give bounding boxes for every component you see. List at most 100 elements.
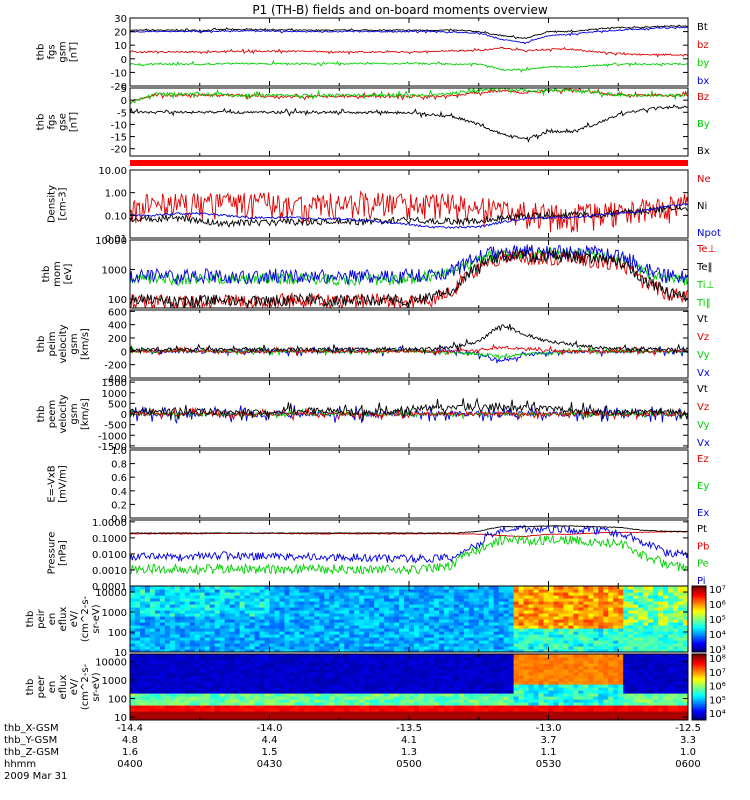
footer-value: -13.5 <box>396 723 422 734</box>
series-line-Ti⊥ <box>130 244 688 285</box>
series-line-Vz <box>130 343 688 357</box>
y-tick-label: 1.0 <box>111 446 127 457</box>
legend-entry: Pt <box>697 524 707 535</box>
y-tick-label: 30 <box>114 14 127 25</box>
legend-entry: Ti⊥ <box>696 280 714 291</box>
panel-frame <box>129 309 689 379</box>
y-axis-label: en <box>47 681 58 694</box>
y-tick-label: -500 <box>104 421 127 432</box>
legend-entry: Bt <box>697 22 708 33</box>
y-axis-label: (cm^2-s- <box>80 663 91 710</box>
colorbar-tick-label: 10⁴ <box>709 630 726 641</box>
y-tick-label: -5 <box>117 108 127 119</box>
y-tick-label: 1500 <box>102 378 127 389</box>
y-axis-label: eV/ <box>69 678 80 695</box>
series-line-Vt <box>130 397 688 421</box>
y-tick-label: 0.10 <box>105 211 127 222</box>
y-tick-label: 0.8 <box>111 460 127 471</box>
legend-entry: Npot <box>697 228 721 239</box>
footer-value: 0530 <box>536 759 561 770</box>
series-group-p5 <box>130 323 688 365</box>
series-line-Npot <box>130 203 688 229</box>
footer-row-label: hhmm <box>4 759 36 770</box>
series-line-Pb <box>130 531 688 538</box>
footer-value: 4.8 <box>122 735 138 746</box>
y-axis-label: Pressure <box>47 532 58 575</box>
spectrogram-p10 <box>130 654 688 720</box>
y-tick-label: 1.0000 <box>92 518 127 529</box>
colorbar-tick-label: 10⁴ <box>709 709 726 720</box>
footer-value: 1.1 <box>541 747 557 758</box>
y-tick-label: 0.0001 <box>92 582 127 593</box>
y-tick-label: 0.01 <box>105 234 127 245</box>
footer-value: 3.7 <box>541 735 557 746</box>
footer-value: 0400 <box>117 759 142 770</box>
series-line-Ti‖ <box>130 246 688 287</box>
panel-p7: Ez Ey Ex 1.0 0.8 0.6 0.4 0.2 0.0 E=-VxB [mV/m] <box>47 446 710 525</box>
series-group-p1 <box>130 24 688 73</box>
footer-row-label: thb_X-GSM <box>4 723 59 734</box>
y-tick-label: 100 <box>108 295 127 306</box>
y-tick-label: 0.1000 <box>92 534 127 545</box>
series-line-Te‖ <box>130 249 688 308</box>
y-tick-label: -1000 <box>98 431 127 442</box>
footer-value: 1.5 <box>262 747 278 758</box>
y-axis-label: [km/s] <box>80 328 91 360</box>
y-axis-label: eV/ <box>69 610 80 627</box>
y-tick-label: 0.2 <box>111 500 127 511</box>
y-axis-label: thb <box>36 114 47 131</box>
colorbar-p10: 10⁸ 10⁷ 10⁶ 10⁵ 10⁴ <box>691 653 726 721</box>
legend-entry: Bz <box>697 92 709 103</box>
footer-value: 0600 <box>675 759 700 770</box>
y-axis-label: gse <box>58 113 69 131</box>
y-tick-label: -10 <box>111 120 127 131</box>
legend-entry: Vy <box>697 420 710 431</box>
y-tick-label: -20 <box>111 82 127 93</box>
panel-frame <box>129 449 689 519</box>
y-axis-label: peim <box>47 331 58 356</box>
y-tick-label: 1000 <box>102 676 127 687</box>
y-tick-label: 1000 <box>102 389 127 400</box>
series-line-bz <box>130 46 688 58</box>
colorbar-tick-label: 10⁶ <box>709 600 726 611</box>
colorbar-tick-label: 10⁷ <box>709 585 726 596</box>
legend-entry: Vt <box>697 314 708 325</box>
y-axis-label: velocity <box>58 324 69 363</box>
y-tick-label: -20 <box>111 145 127 156</box>
y-axis-label: gsm <box>58 41 69 62</box>
y-tick-label: 600 <box>108 307 127 318</box>
colorbar-tick-label: 10⁷ <box>709 668 726 679</box>
colorbar-tick-label: 10⁶ <box>709 682 726 693</box>
legend-entry: Ex <box>697 508 709 519</box>
series-line-bx <box>130 26 688 45</box>
y-axis-label: thb <box>41 266 52 283</box>
x-axis-footer: thb_X-GSM -14.4 -14.0 -13.5 -13.0 -12.5 thb_Y-… <box>4 723 701 782</box>
y-axis-label: thb <box>36 44 47 61</box>
y-tick-label: 10 <box>114 648 127 659</box>
y-axis-label: Density <box>47 185 58 223</box>
y-tick-label: 100 <box>108 695 127 706</box>
y-tick-label: -200 <box>104 361 127 372</box>
series-group-p3 <box>130 190 688 233</box>
footer-value: 4.1 <box>401 735 417 746</box>
y-axis-label: [mV/m] <box>58 465 69 503</box>
y-axis-label: [km/s] <box>80 398 91 430</box>
series-line-Bt <box>130 24 688 40</box>
footer-value: -12.5 <box>675 723 701 734</box>
footer-value: 0500 <box>396 759 421 770</box>
footer-value: 4.4 <box>262 735 278 746</box>
panel-frame <box>129 519 689 587</box>
footer-value: 1.0 <box>680 747 696 758</box>
footer-row-label: thb_Y-GSM <box>4 735 57 746</box>
footer-row-label: thb_Z-GSM <box>4 747 59 758</box>
y-axis-label: peer <box>36 675 47 699</box>
y-tick-label: -10 <box>111 68 127 79</box>
y-tick-label: 1.00 <box>105 189 127 200</box>
y-tick-label: 0 <box>121 347 127 358</box>
series-line-By <box>130 88 688 105</box>
footer-value: -13.0 <box>536 723 562 734</box>
y-axis-label: [nT] <box>69 42 80 62</box>
y-tick-label: 0.0100 <box>92 550 127 561</box>
